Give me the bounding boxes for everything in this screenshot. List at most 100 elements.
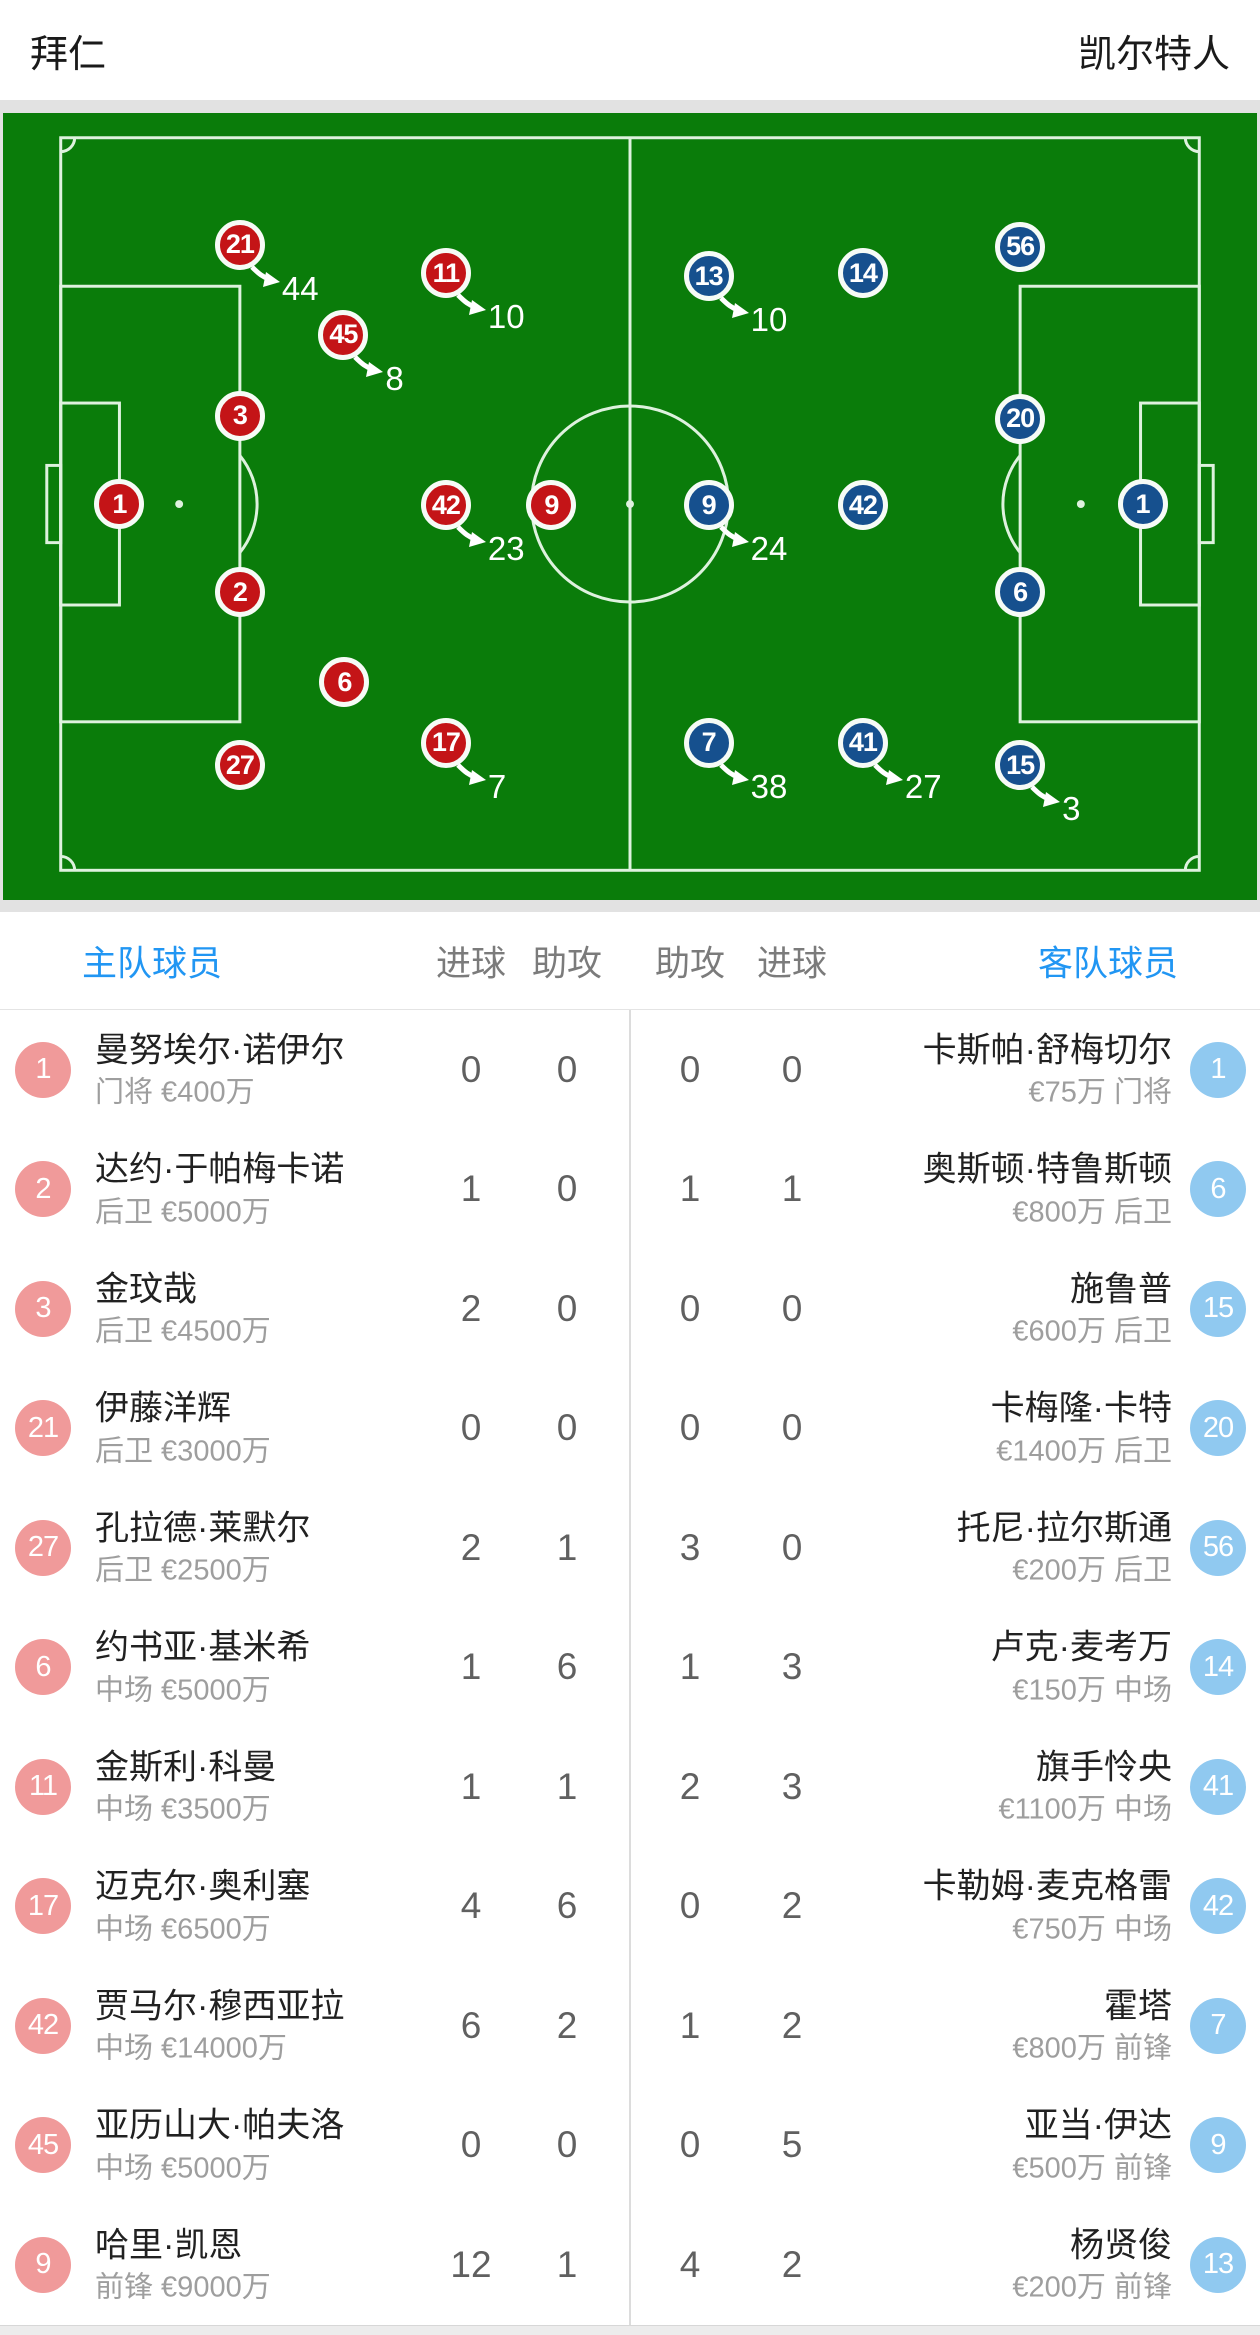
away-shirt-number-disc[interactable]: 13 <box>683 251 734 302</box>
home-player-number-badge: 9 <box>15 2236 71 2293</box>
away-player-value-position: €800万 后卫 <box>1012 1195 1172 1228</box>
player-stats-row[interactable]: 45 亚历山大·帕夫洛 中场 €5000万 0 0 0 5 亚当·伊达 €500万 前锋 9 <box>0 2086 1260 2206</box>
player-stats-row[interactable]: 9 哈里·凯恩 前锋 €9000万 12 1 4 2 杨贤俊 €200万 前锋 13 <box>0 2205 1260 2325</box>
substitution-arrow-icon <box>456 293 486 316</box>
substitution-label: 8 <box>352 348 404 395</box>
home-player-position-value: 中场 €5000万 <box>95 1673 271 1706</box>
home-assists-value: 0 <box>556 1168 578 1210</box>
away-player-number-badge: 56 <box>1190 1519 1246 1576</box>
player-stats-row[interactable]: 6 约书亚·基米希 中场 €5000万 1 6 1 3 卢克·麦考万 €150万 中场 14 <box>0 1608 1260 1728</box>
away-player-number-badge: 1 <box>1190 1041 1246 1098</box>
home-player-position-value: 后卫 €3000万 <box>95 1434 271 1467</box>
player-stats-row[interactable]: 17 迈克尔·奥利塞 中场 €6500万 4 6 0 2 卡勒姆·麦克格雷 €750万 中场 42 <box>0 1847 1260 1967</box>
away-goals-value: 2 <box>781 2243 803 2285</box>
player-stats-row[interactable]: 2 达约·于帕梅卡诺 后卫 €5000万 1 0 1 1 奥斯顿·特鲁斯顿 €800万 后卫 6 <box>0 1130 1260 1250</box>
pitch-section: 21 44 11 10 45 8 3 1 42 23 9 2 6 17 7 27 13 10 14 56 20 9 24 42… <box>0 100 1260 912</box>
home-player-position-value: 中场 €6500万 <box>95 1912 271 1945</box>
home-player-info: 伊藤洋辉 后卫 €3000万 <box>95 1390 271 1467</box>
away-player-info: 卢克·麦考万 €150万 中场 <box>991 1629 1172 1706</box>
away-player-value-position: €1100万 中场 <box>998 1793 1172 1826</box>
home-players-column-header[interactable]: 主队球员 <box>82 944 223 983</box>
home-shirt-number-disc[interactable]: 11 <box>420 248 471 299</box>
away-team-name: 凯尔特人 <box>1077 33 1230 76</box>
player-stats-row[interactable]: 3 金玟哉 后卫 €4500万 2 0 0 0 施鲁普 €600万 后卫 15 <box>0 1249 1260 1369</box>
home-goals-value: 1 <box>460 1646 482 1688</box>
away-goals-value: 0 <box>781 1287 803 1329</box>
home-goals-value: 2 <box>460 1287 482 1329</box>
home-player-info: 曼努埃尔·诺伊尔 门将 €400万 <box>95 1031 345 1107</box>
home-shirt-number-disc[interactable]: 17 <box>420 717 471 768</box>
home-shirt-number-disc[interactable]: 27 <box>214 740 265 791</box>
away-player-value-position: €200万 后卫 <box>1012 1554 1172 1587</box>
away-shirt-number-disc[interactable]: 42 <box>837 480 888 530</box>
away-player-value-position: €150万 中场 <box>1012 1673 1172 1706</box>
away-player-value-position: €600万 后卫 <box>1012 1315 1172 1348</box>
away-player-name: 卡梅隆·卡特 <box>990 1389 1172 1428</box>
away-shirt-number-disc[interactable]: 1 <box>1117 479 1168 530</box>
home-goals-column-header: 进球 <box>435 944 507 983</box>
substitute-shirt-number: 10 <box>750 301 788 339</box>
substitution-label: 44 <box>249 258 319 305</box>
away-players-column-header[interactable]: 客队球员 <box>1037 944 1178 983</box>
home-player-info: 金玟哉 后卫 €4500万 <box>95 1270 271 1346</box>
home-player-name: 曼努埃尔·诺伊尔 <box>95 1031 345 1070</box>
home-player-number-badge: 17 <box>15 1878 71 1935</box>
home-player-position-value: 中场 €3500万 <box>95 1793 271 1826</box>
table-center-divider <box>629 1010 631 2325</box>
away-player-info: 施鲁普 €600万 后卫 <box>1012 1270 1172 1348</box>
away-player-info: 亚当·伊达 €500万 前锋 <box>1012 2106 1172 2184</box>
away-player-number-badge: 14 <box>1190 1639 1246 1696</box>
player-stats-row[interactable]: 11 金斯利·科曼 中场 €3500万 1 1 2 3 旗手怜央 €1100万 中场 41 <box>0 1727 1260 1847</box>
home-player-info: 迈克尔·奥利塞 中场 €6500万 <box>95 1868 310 1945</box>
away-shirt-number-disc[interactable]: 6 <box>995 567 1046 618</box>
away-player-number-badge: 41 <box>1190 1758 1246 1815</box>
home-player-info: 哈里·凯恩 前锋 €9000万 <box>95 2226 271 2302</box>
player-stats-row[interactable]: 21 伊藤洋辉 后卫 €3000万 0 0 0 0 卡梅隆·卡特 €1400万 后卫 20 <box>0 1369 1260 1489</box>
away-shirt-number-disc[interactable]: 56 <box>995 221 1046 272</box>
away-player-value-position: €500万 前锋 <box>1012 2151 1172 2184</box>
away-shirt-number-disc[interactable]: 7 <box>683 717 734 768</box>
home-assists-value: 0 <box>556 1407 578 1449</box>
away-player-name: 施鲁普 <box>1070 1270 1172 1309</box>
home-shirt-number-disc[interactable]: 45 <box>318 309 369 360</box>
away-shirt-number-disc[interactable]: 20 <box>995 393 1046 444</box>
home-goals-value: 1 <box>460 1765 482 1807</box>
away-shirt-number-disc[interactable]: 9 <box>683 480 734 530</box>
away-player-name: 卡勒姆·麦克格雷 <box>922 1867 1172 1906</box>
away-shirt-number-disc[interactable]: 14 <box>837 248 888 299</box>
home-shirt-number-disc[interactable]: 1 <box>94 479 145 530</box>
home-shirt-number-disc[interactable]: 3 <box>214 390 265 441</box>
away-player-number-badge: 15 <box>1190 1280 1246 1337</box>
away-assists-value: 0 <box>679 1287 701 1329</box>
away-assists-value: 4 <box>679 2243 701 2285</box>
player-stats-row[interactable]: 1 曼努埃尔·诺伊尔 门将 €400万 0 0 0 0 卡斯帕·舒梅切尔 €75万 门将 1 <box>0 1010 1260 1130</box>
home-player-number-badge: 11 <box>15 1758 71 1815</box>
away-shirt-number-disc[interactable]: 15 <box>995 740 1046 791</box>
player-stats-row[interactable]: 42 贾马尔·穆西亚拉 中场 €14000万 6 2 1 2 霍塔 €800万 前锋 7 <box>0 1966 1260 2086</box>
player-stats-row[interactable]: 27 孔拉德·莱默尔 后卫 €2500万 2 1 3 0 托尼·拉尔斯通 €200万 后卫 56 <box>0 1488 1260 1608</box>
home-shirt-number-disc[interactable]: 6 <box>319 657 370 708</box>
substitution-arrow-icon <box>456 762 486 785</box>
substitution-label: 38 <box>718 756 787 803</box>
home-shirt-number-disc[interactable]: 21 <box>214 219 265 270</box>
substitute-shirt-number: 3 <box>1062 790 1081 828</box>
home-assists-value: 1 <box>556 1526 578 1568</box>
stats-table-header: 主队球员 进球 助攻 助攻 进球 客队球员 <box>0 912 1260 1010</box>
home-player-position-value: 后卫 €5000万 <box>95 1195 271 1228</box>
home-player-number-badge: 45 <box>15 2117 71 2174</box>
substitution-label: 7 <box>455 756 506 803</box>
home-shirt-number-disc[interactable]: 2 <box>214 567 265 618</box>
home-player-number-badge: 1 <box>15 1041 71 1098</box>
away-player-info: 奥斯顿·特鲁斯顿 €800万 后卫 <box>923 1151 1172 1228</box>
substitution-label: 24 <box>718 518 787 565</box>
substitution-arrow-icon <box>718 296 749 319</box>
substitution-label: 10 <box>455 286 525 333</box>
away-player-value-position: €1400万 后卫 <box>996 1434 1172 1467</box>
home-shirt-number-disc[interactable]: 42 <box>420 480 471 530</box>
home-player-number-badge: 27 <box>15 1519 71 1576</box>
substitute-shirt-number: 7 <box>487 767 507 805</box>
away-shirt-number-disc[interactable]: 41 <box>837 717 888 768</box>
away-player-name: 亚当·伊达 <box>1024 2106 1172 2145</box>
home-shirt-number-disc[interactable]: 9 <box>526 480 577 530</box>
away-player-number-badge: 7 <box>1190 1997 1246 2054</box>
